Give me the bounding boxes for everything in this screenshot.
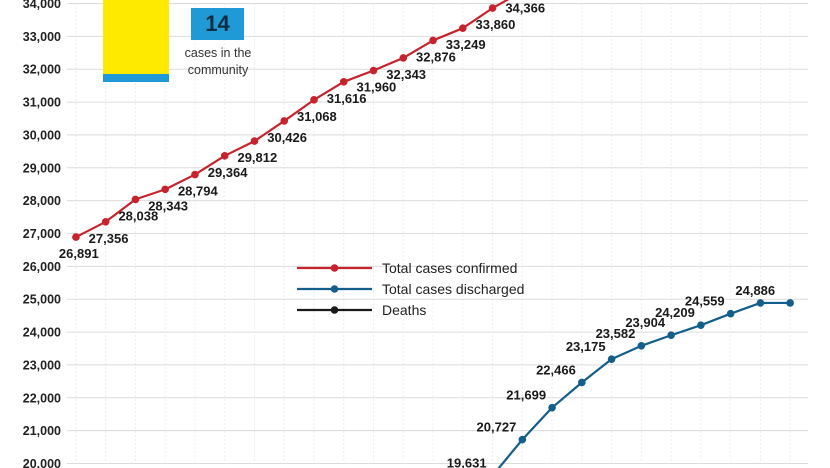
data-label-confirmed: 29,364 [208,165,249,180]
y-tick-label: 22,000 [23,391,61,405]
series-point-0 [399,54,408,62]
series-point-0 [310,96,318,104]
legend-swatch-marker [330,306,339,314]
y-tick-label: 29,000 [23,161,61,175]
series-point-1 [697,321,705,330]
data-label-discharged: 23,175 [566,339,606,354]
series-point-0 [72,233,80,241]
caption-line-2: community [187,63,249,77]
legend-swatch-marker [330,285,339,293]
data-label-confirmed: 28,038 [118,208,158,223]
series-point-0 [488,4,497,12]
legend-label: Total cases confirmed [382,260,517,276]
legend-label: Deaths [382,302,426,318]
data-label-confirmed: 33,860 [476,17,516,32]
y-tick-label: 21,000 [23,424,61,438]
series-point-1 [548,403,556,412]
y-tick-label: 27,000 [23,227,61,241]
card-yellow-block [103,0,169,74]
data-label-discharged: 24,559 [685,294,725,309]
community-cases-card [103,0,169,82]
data-label-discharged: 23,904 [625,315,666,330]
data-label-confirmed: 31,616 [327,91,367,106]
data-label-confirmed: 30,426 [267,130,307,145]
series-point-0 [191,170,199,179]
y-axis: 20,000 21,000 22,000 23,000 24,000 25,000 26,0… [23,0,61,468]
series-point-1 [518,435,527,444]
data-label-confirmed: 28,794 [178,184,219,199]
community-caption: cases in the community [178,45,258,79]
community-count-number: 14 [205,11,230,36]
series-point-0 [101,218,110,226]
data-label-discharged: 24,886 [735,283,775,298]
legend-swatch-marker [330,264,339,272]
y-tick-label: 28,000 [23,194,61,208]
y-tick-label: 31,000 [23,96,61,110]
y-tick-label: 30,000 [23,128,61,142]
series-point-0 [339,78,348,86]
y-tick-label: 32,000 [23,63,61,77]
y-tick-label: 26,000 [23,260,61,274]
legend-label: Total cases discharged [382,281,524,297]
data-label-confirmed: 29,812 [237,150,277,165]
series-point-0 [369,66,378,75]
data-label-confirmed: 31,068 [297,109,337,124]
data-label-discharged: 20,727 [477,420,517,435]
data-label-confirmed: 31,960 [357,80,397,95]
y-tick-label: 33,000 [23,30,61,44]
data-label-confirmed: 28,343 [148,198,188,213]
series-point-0 [458,24,467,32]
series-point-0 [280,117,289,125]
data-label-discharged: 21,699 [506,388,546,403]
series-point-1 [756,299,765,307]
series-point-0 [250,137,259,145]
data-label-confirmed: 26,891 [59,246,99,261]
grid-layer [67,3,808,464]
series-point-0 [131,195,140,204]
series-point-1 [726,309,735,318]
caption-line-1: cases in the [184,46,252,60]
y-tick-label: 25,000 [23,293,61,307]
data-label-confirmed: 32,876 [416,49,456,64]
series-point-1 [667,331,675,340]
series-point-1 [786,299,794,307]
data-label-confirmed: 32,343 [386,67,426,82]
data-label-confirmed: 34,366 [505,0,545,15]
card-blue-stripe [103,74,169,82]
series-point-1 [607,355,616,363]
series-point-1 [578,378,586,387]
series-point-0 [429,36,437,45]
data-label-discharged: 19,631 [447,456,487,468]
series-layer [72,0,794,468]
y-tick-label: 34,000 [23,0,61,11]
series-point-0 [161,185,170,194]
y-tick-label: 20,000 [23,457,61,468]
data-label-confirmed: 27,356 [89,231,129,246]
data-label-discharged: 24,209 [655,305,695,320]
data-label-discharged: 22,466 [536,362,576,377]
series-point-0 [220,152,229,160]
data-label-discharged: 23,582 [596,326,636,341]
y-tick-label: 24,000 [23,326,61,340]
series-point-1 [637,342,646,350]
community-count-badge: 14 [191,8,244,40]
legend: Total cases confirmed Total cases dischar… [297,260,524,318]
data-label-confirmed: 33,249 [446,37,486,52]
y-tick-label: 23,000 [23,358,61,372]
